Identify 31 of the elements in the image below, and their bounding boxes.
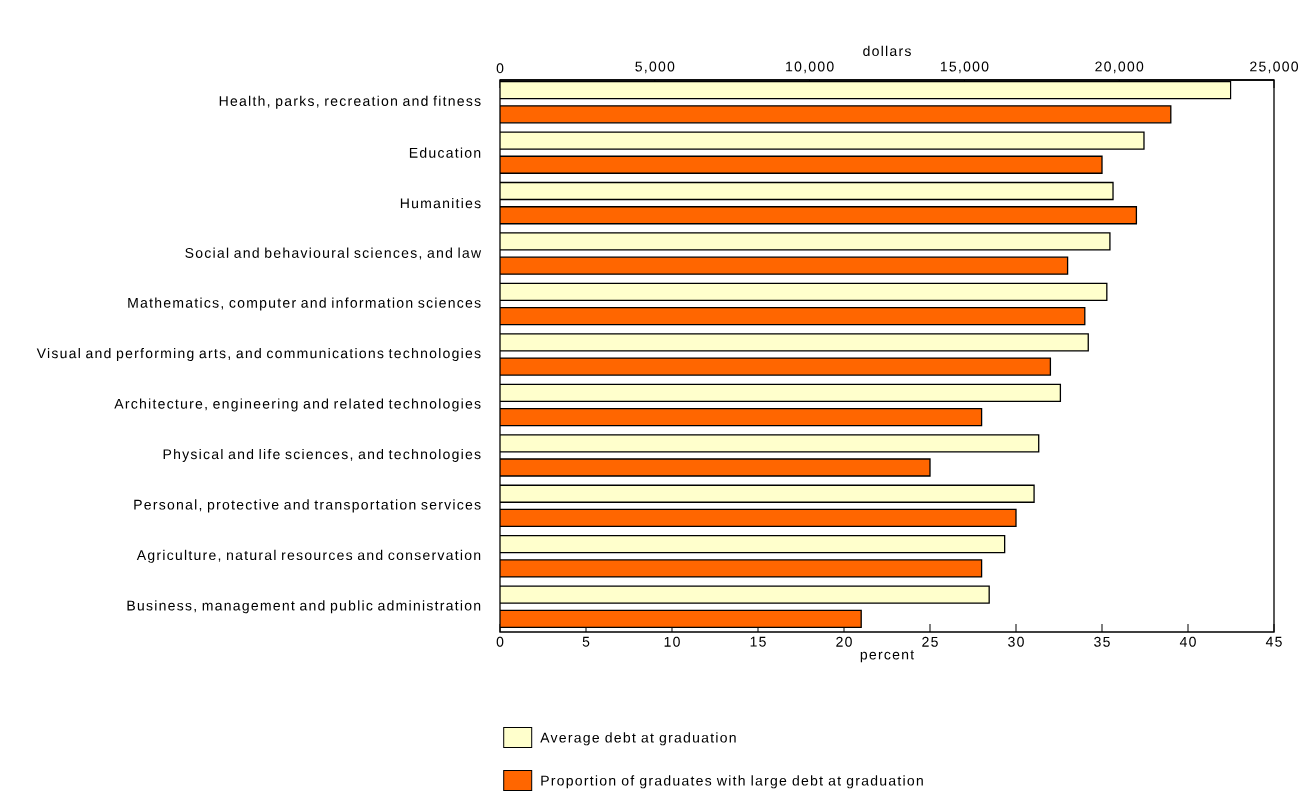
y-tick-label: Architecture, engineering and related technologies <box>114 398 481 412</box>
x-tick-label: 15 <box>750 636 766 647</box>
legend-label: Average debt at graduation <box>540 732 736 746</box>
x-tick-label: 30 <box>1008 636 1024 647</box>
legend-label: Proportion of graduates with large debt at graduation <box>541 775 923 789</box>
x-tick-label: 35 <box>1094 636 1110 647</box>
y-tick-label: Visual and performing arts, and communications technologies <box>36 347 481 362</box>
y-tick-label: Business, management and public administration <box>127 600 481 614</box>
x2-tick-label: 10,000 <box>786 61 834 74</box>
y-tick-label: Mathematics, computer and information sciences <box>128 297 481 311</box>
x-tick-label: 5 <box>582 636 590 647</box>
y-tick-label: Personal, protective and transportation services <box>134 499 481 513</box>
x2-tick-label: 15,000 <box>940 61 989 74</box>
x2-tick-label: 0 <box>496 63 504 74</box>
y-tick-label: Agriculture, natural resources and conservation <box>136 549 481 563</box>
x-axis-title: percent <box>860 650 915 663</box>
y-tick-label: Education <box>409 147 481 158</box>
y-tick-label: Humanities <box>400 197 481 209</box>
x-tick-label: 40 <box>1179 636 1196 647</box>
x2-tick-label: 25,000 <box>1250 61 1299 74</box>
x-tick-label: 20 <box>836 636 852 647</box>
y-tick-label: Social and behavioural sciences, and law <box>185 247 482 260</box>
x2-tick-label: 5,000 <box>635 61 675 74</box>
y-tick-label: Physical and life sciences, and technologies <box>163 448 481 462</box>
x2-axis-title: dollars <box>863 45 911 57</box>
x2-tick-label: 20,000 <box>1095 61 1144 74</box>
y-tick-label: Health, parks, recreation and fitness <box>219 95 481 109</box>
x-tick-label: 10 <box>664 636 680 647</box>
x-tick-label: 25 <box>922 636 938 647</box>
x-tick-label: 0 <box>496 636 504 647</box>
x-tick-label: 45 <box>1265 636 1282 647</box>
